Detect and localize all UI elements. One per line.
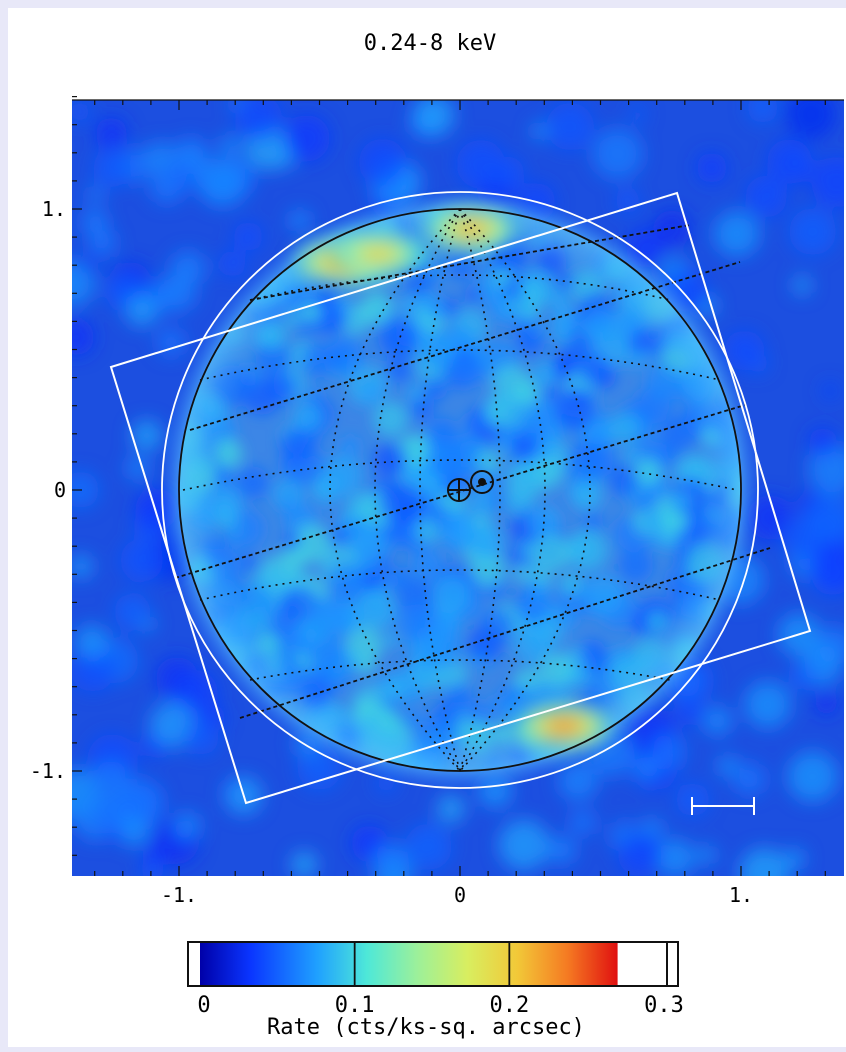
x-tick-label: 1.: [729, 883, 753, 907]
bright-region-4: [518, 704, 610, 748]
y-tick-label: 1.: [42, 197, 66, 221]
chart-title: 0.24-8 keV: [364, 31, 496, 56]
colorbar-label: Rate (cts/ks-sq. arcsec): [267, 1015, 585, 1040]
x-tick-label: 0: [454, 883, 466, 907]
y-tick-label: 0: [54, 478, 66, 502]
center-marker: [448, 479, 470, 501]
colorbar-gradient: [200, 942, 618, 986]
x-tick-label: -1.: [161, 883, 197, 907]
figure-panel: 0.24-8 keV: [8, 8, 846, 1047]
figure: 0.24-8 keV: [8, 8, 846, 1047]
colorbar-tick-label: 0.3: [644, 993, 684, 1018]
colorbar-tick-label: 0: [197, 993, 210, 1018]
y-tick-label: -1.: [30, 759, 66, 783]
